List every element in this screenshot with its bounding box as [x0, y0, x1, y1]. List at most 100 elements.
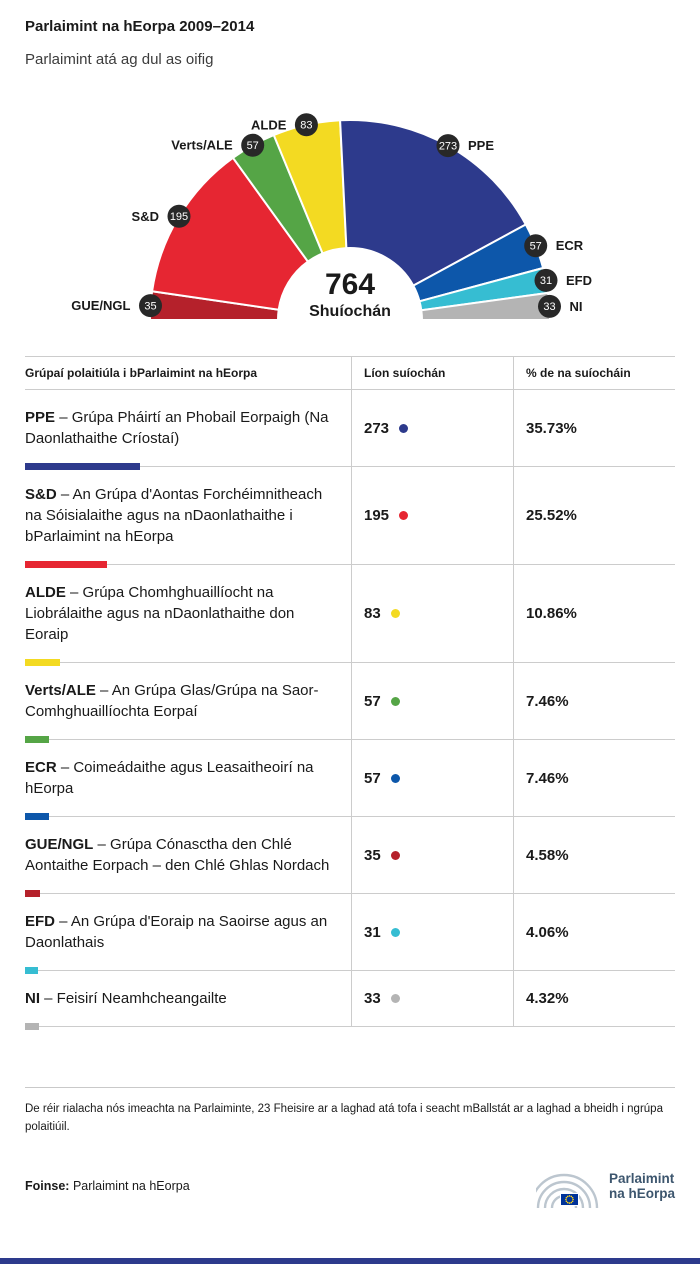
seat-badge-ALDE [294, 113, 318, 137]
segment-PPE [339, 118, 528, 287]
group-fullname: – Grúpa Cónasctha den Chlé Aontaithe Eor… [25, 836, 330, 874]
ep-logo-wordmark: Parlaimint na hEorpa [609, 1171, 675, 1201]
total-seats-value: 764 [325, 268, 375, 301]
seat-badge-value: 57 [247, 140, 259, 152]
table-header-row: Grúpaí polaitiúla i bParlaimint na hEorp… [25, 357, 675, 390]
group-abbr: EFD [25, 913, 55, 930]
group-percent: 7.46% [526, 692, 569, 710]
group-name-cell: GUE/NGL – Grúpa Cónasctha den Chlé Aonta… [25, 817, 351, 897]
seat-badge-value: 195 [170, 211, 188, 223]
seat-badge-value: 83 [300, 120, 312, 132]
seat-badge-GUE/NGL [139, 294, 162, 318]
footnote: De réir rialacha nós imeachta na Parlaim… [25, 1087, 675, 1136]
group-seats: 195 [364, 507, 390, 524]
groups-table: Grúpaí polaitiúla i bParlaimint na hEorp… [25, 356, 675, 1030]
group-seats-cell: 83 [351, 565, 513, 662]
group-abbr: GUE/NGL [25, 836, 94, 853]
group-color-bar [25, 463, 140, 470]
seat-badge-Verts/ALE [241, 133, 265, 157]
european-parliament-logo: Parlaimint na hEorpa [535, 1162, 675, 1210]
seat-badge-value: 273 [439, 140, 457, 152]
group-percent-cell: 7.46% [513, 663, 675, 739]
ep-logo-line1: Parlaimint [608, 1171, 675, 1186]
header-percent: % de na suíocháin [513, 357, 675, 389]
group-percent: 4.32% [526, 990, 569, 1007]
source-label: Foinse: [25, 1179, 70, 1193]
group-percent: 10.86% [526, 605, 577, 622]
group-percent-cell: 10.86% [513, 565, 675, 662]
group-color-dot [390, 927, 400, 937]
group-seats: 57 [364, 692, 381, 710]
page-title: Parlaimint na hEorpa 2009–2014 [25, 18, 255, 35]
group-color-dot [399, 511, 409, 520]
group-percent: 25.52% [526, 507, 577, 524]
group-percent: 4.58% [526, 846, 569, 864]
page-subtitle: Parlaimint atá ag dul as oifig [25, 51, 214, 68]
group-label-S&D: S&D [132, 209, 159, 224]
group-fullname: – Coimeádaithe agus Leasaitheoirí na hEo… [25, 759, 314, 797]
group-label-ALDE: ALDE [251, 117, 287, 132]
group-percent: 4.06% [526, 923, 569, 941]
group-fullname: – An Grúpa d'Aontas Forchéimnitheach na … [25, 486, 323, 545]
group-name-cell: S&D – An Grúpa d'Aontas Forchéimnitheach… [25, 467, 351, 568]
group-seats: 57 [364, 769, 381, 787]
group-seats: 33 [364, 990, 381, 1007]
ep-logo-line2: na hEorpa [608, 1186, 675, 1201]
group-label-NI: NI [570, 299, 583, 314]
group-color-bar [25, 561, 107, 568]
group-seats-cell: 31 [351, 894, 513, 970]
group-abbr: S&D [25, 486, 57, 503]
table-row: PPE – Grúpa Pháirtí an Phobail Eorpaigh … [25, 390, 675, 470]
group-label-ECR: ECR [556, 238, 584, 253]
header-seats: Líon suíochán [351, 357, 513, 389]
group-color-bar [25, 967, 38, 974]
seat-badge-NI [538, 294, 561, 318]
group-color-dot [390, 994, 400, 1003]
seat-badge-PPE [436, 134, 460, 158]
group-color-dot [390, 773, 400, 783]
group-color-bar [25, 890, 40, 897]
hemicycle-svg: 35 GUE/NGL 195 S&D 57 Verts/ALE 83 ALDE 273 PPE 57… [71, 113, 592, 321]
group-percent: 35.73% [526, 419, 577, 437]
table-row: ECR – Coimeádaithe agus Leasaitheoirí na… [25, 740, 675, 820]
group-percent-cell: 25.52% [513, 467, 675, 564]
ep-hemicycle-logo-icon [535, 1173, 599, 1209]
group-seats-cell: 195 [351, 467, 513, 564]
group-abbr: Verts/ALE [25, 682, 96, 699]
group-color-bar [25, 1023, 39, 1030]
group-seats: 31 [364, 923, 381, 941]
group-label-EFD: EFD [566, 273, 592, 288]
source: Foinse: Parlaimint na hEorpa [25, 1179, 190, 1193]
group-percent: 7.46% [526, 769, 569, 787]
source-row: Foinse: Parlaimint na hEorpa [25, 1162, 675, 1210]
group-color-bar [25, 659, 60, 666]
group-fullname: – An Grúpa d'Eoraip na Saoirse agus an D… [25, 913, 328, 951]
group-name-cell: EFD – An Grúpa d'Eoraip na Saoirse agus … [25, 894, 351, 974]
group-seats-cell: 57 [351, 740, 513, 816]
group-name-cell: ALDE – Grúpa Chomhghuaillíocht na Liobrá… [25, 565, 351, 666]
group-color-dot [390, 609, 400, 618]
group-label-PPE: PPE [468, 138, 494, 153]
group-fullname: – Grúpa Chomhghuaillíocht na Liobrálaith… [25, 584, 295, 643]
group-fullname: – Grúpa Pháirtí an Phobail Eorpaigh (Na … [25, 409, 329, 447]
header-groups: Grúpaí polaitiúla i bParlaimint na hEorp… [25, 366, 258, 380]
group-seats: 273 [364, 419, 390, 437]
group-percent-cell: 35.73% [513, 390, 675, 466]
group-seats: 35 [364, 846, 381, 864]
group-name-cell: ECR – Coimeádaithe agus Leasaitheoirí na… [25, 740, 351, 820]
group-seats: 83 [364, 605, 381, 622]
group-fullname: – An Grúpa Glas/Grúpa na Saor-Comhghuail… [25, 682, 319, 720]
table-body: PPE – Grúpa Pháirtí an Phobail Eorpaigh … [25, 390, 675, 1030]
group-color-bar [25, 813, 49, 820]
bottom-accent-bar [0, 1258, 700, 1264]
group-name-cell: Verts/ALE – An Grúpa Glas/Grúpa na Saor-… [25, 663, 351, 743]
group-percent-cell: 4.32% [513, 971, 675, 1026]
seat-badge-value: 31 [540, 275, 552, 287]
group-abbr: ECR [25, 759, 57, 776]
table-row: S&D – An Grúpa d'Aontas Forchéimnitheach… [25, 467, 675, 568]
group-seats-cell: 35 [351, 817, 513, 893]
group-color-dot [399, 423, 409, 433]
group-percent-cell: 7.46% [513, 740, 675, 816]
group-name-cell: PPE – Grúpa Pháirtí an Phobail Eorpaigh … [25, 390, 351, 470]
seat-badge-ECR [524, 234, 548, 258]
